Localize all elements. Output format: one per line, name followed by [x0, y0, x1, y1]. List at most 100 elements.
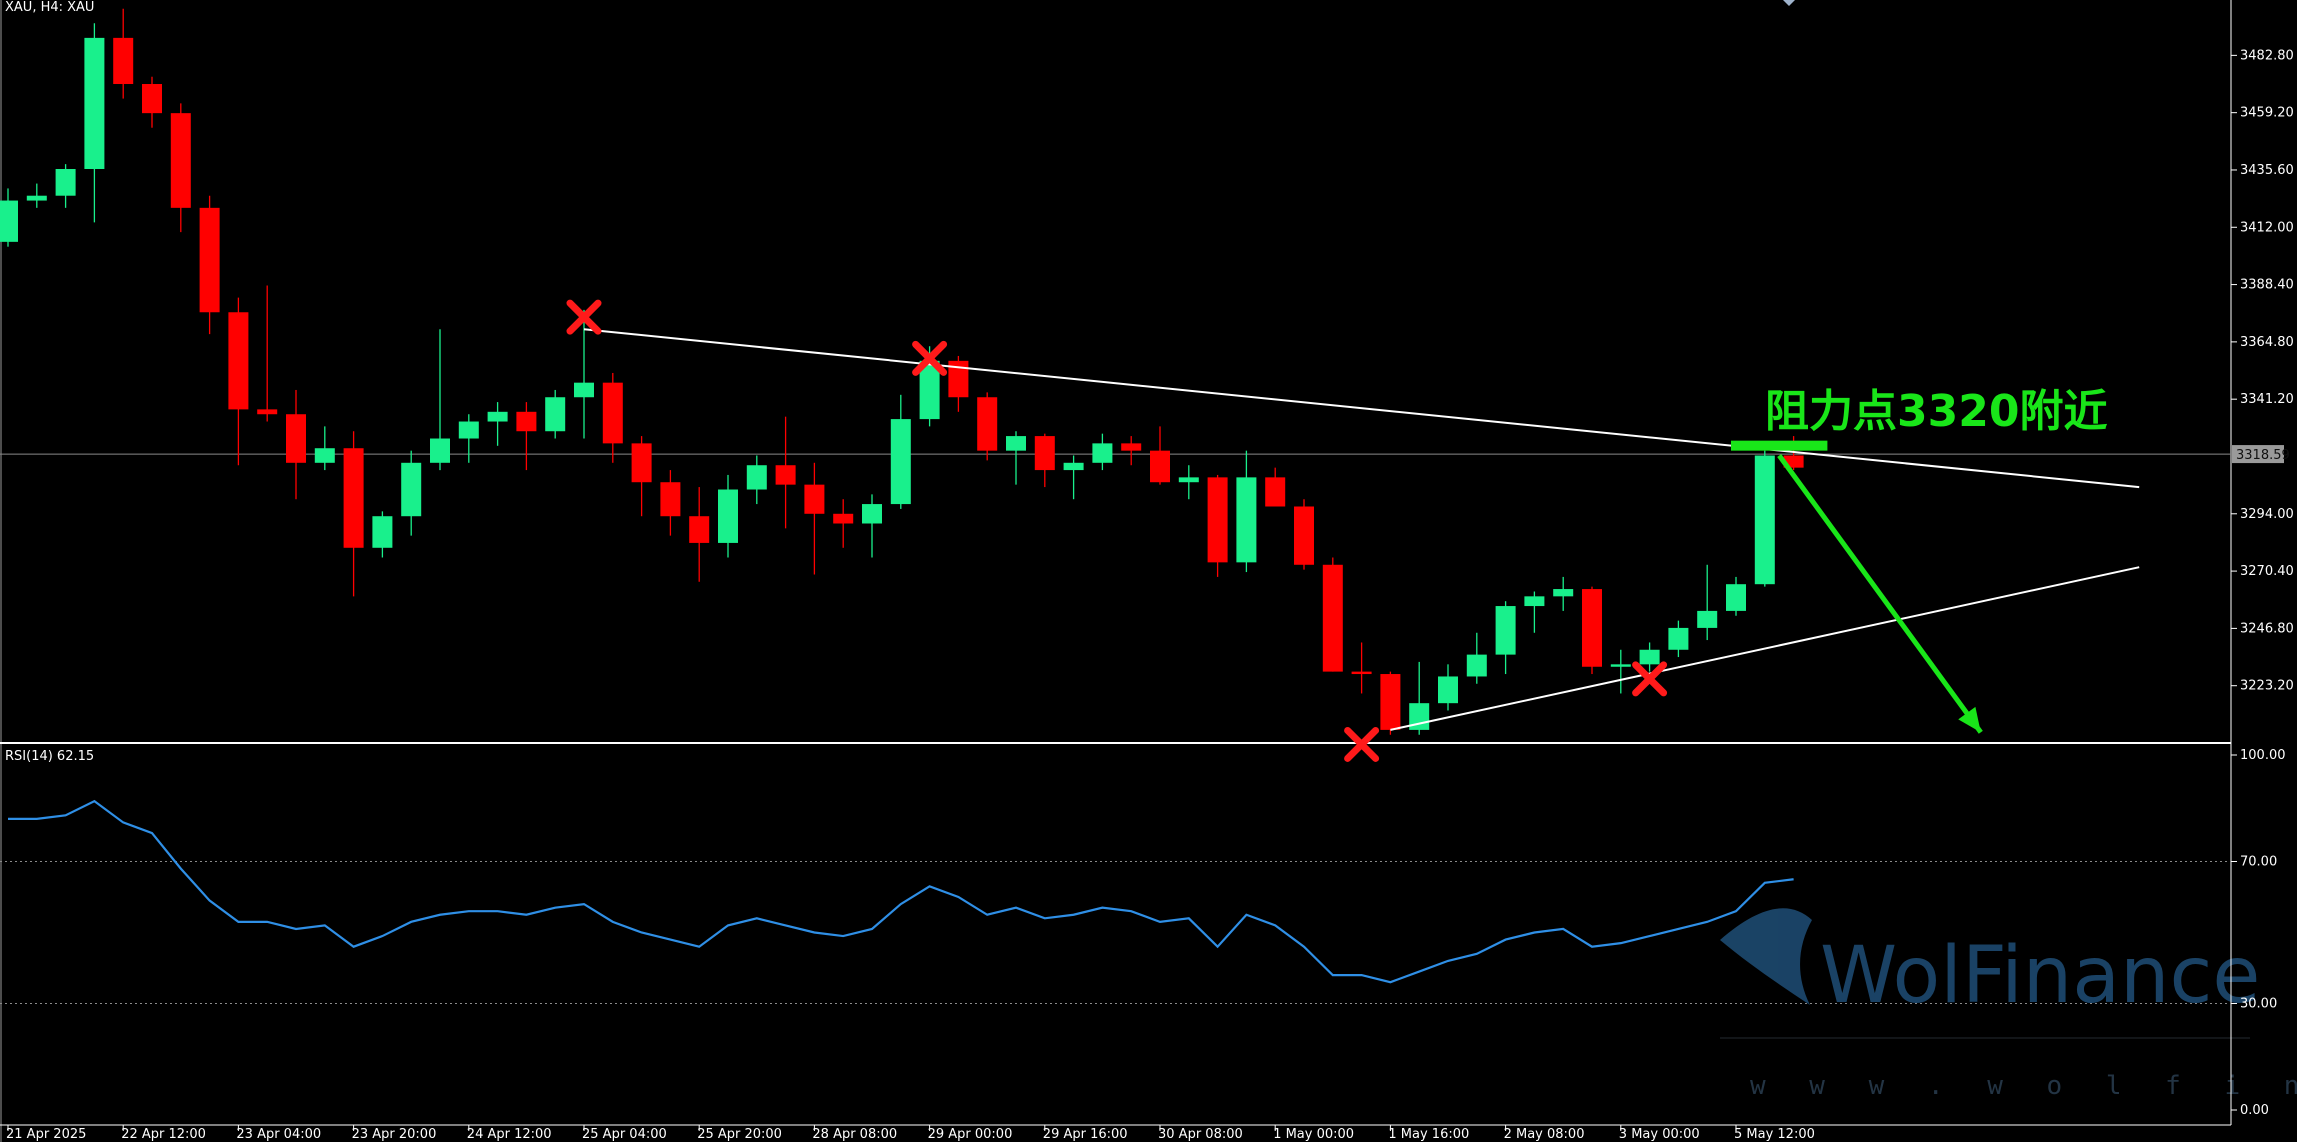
bear-candle [1322, 557, 1343, 672]
rsi-tick-label: 30.00 [2240, 997, 2277, 1012]
x-marker-stroke [1632, 661, 1668, 697]
current-price-box [2232, 445, 2284, 464]
price-tick-label: 3412.00 [2240, 220, 2294, 235]
bear-candle [660, 470, 681, 536]
candle-body [430, 438, 450, 463]
bull-candle [430, 329, 450, 471]
bear-candle [948, 355, 969, 412]
candle-body [257, 409, 278, 415]
candle-body [343, 448, 364, 548]
candle-body [948, 360, 969, 398]
bull-candle [1524, 591, 1545, 633]
trendlines[interactable] [583, 328, 2140, 731]
time-tick-label: 21 Apr 2025 [6, 1127, 86, 1142]
time-tick-label: 22 Apr 12:00 [121, 1127, 206, 1142]
bull-candle [372, 511, 393, 558]
bull-candle [718, 474, 738, 558]
bear-candle [602, 372, 623, 463]
bull-candle [26, 183, 47, 208]
candle-body [1639, 649, 1660, 665]
x-marker-stroke [566, 299, 602, 335]
bull-candle [401, 450, 422, 536]
candle-body [689, 516, 710, 543]
bull-candle [84, 23, 105, 223]
time-tick-label: 1 May 00:00 [1273, 1127, 1354, 1142]
price-tick-label: 3223.20 [2240, 679, 2294, 694]
time-tick-label: 23 Apr 20:00 [352, 1127, 437, 1142]
time-tick-label: 28 Apr 08:00 [812, 1127, 897, 1142]
x-marker-icon [912, 340, 948, 376]
candle-body [1063, 462, 1084, 471]
bull-candle [1639, 642, 1660, 672]
time-tick-label: 24 Apr 12:00 [467, 1127, 552, 1142]
x-marker-icon [1632, 661, 1668, 697]
bear-candle [516, 402, 537, 471]
rsi-label: RSI(14) 62.15 [5, 749, 94, 764]
candle-body [1380, 674, 1401, 730]
symbol-label: XAU, H4: XAU [5, 0, 94, 15]
bear-candle [257, 285, 278, 422]
candle-body [0, 200, 18, 242]
bull-candle [0, 188, 18, 247]
candle-body [1668, 627, 1689, 650]
time-tick-label: 29 Apr 00:00 [928, 1127, 1013, 1142]
time-tick-label: 29 Apr 16:00 [1043, 1127, 1128, 1142]
candle-body [1466, 654, 1487, 677]
bear-candle [1380, 671, 1401, 735]
candle-body [1006, 436, 1026, 451]
time-tick-label: 5 May 12:00 [1734, 1127, 1815, 1142]
projection-arrow [1777, 454, 1983, 734]
bull-candle [746, 455, 767, 505]
candle-body [1178, 477, 1199, 483]
candle-body [458, 421, 479, 439]
candle-body [746, 465, 767, 490]
time-tick-label: 2 May 08:00 [1504, 1127, 1585, 1142]
bull-candle [1668, 620, 1689, 658]
resistance-annotation: 阻力点3320附近 [1765, 386, 2107, 437]
bull-candle [545, 389, 566, 439]
bull-candle [1495, 601, 1516, 675]
bear-candle [199, 195, 220, 335]
time-tick-label: 25 Apr 20:00 [697, 1127, 782, 1142]
candle-body [1092, 443, 1113, 463]
candle-body [977, 397, 998, 451]
bull-candle [487, 402, 508, 446]
bull-candle [55, 164, 76, 208]
bull-candle [574, 309, 594, 439]
bull-candle [1092, 433, 1113, 471]
bear-candle [170, 103, 191, 233]
bull-candle [1236, 450, 1257, 573]
candle-body [1697, 610, 1718, 628]
resistance-bar [1731, 440, 1828, 451]
bear-candle [1121, 436, 1142, 466]
x-marker-stroke [912, 340, 948, 376]
price-axis: 3482.80 3459.20 3435.60 3412.00 3388.40 3364.… [2231, 48, 2294, 694]
candle-body [1236, 477, 1257, 563]
scroll-marker-icon[interactable] [1783, 0, 1795, 6]
bear-candle [833, 499, 854, 548]
candle-body [1438, 676, 1458, 704]
candle-body [286, 414, 306, 463]
watermark-url: w w w . w o l f i n a n c e . c o m [1750, 1071, 2297, 1101]
bull-candle [1006, 431, 1026, 485]
rsi-pane [8, 799, 1794, 984]
arrow-shaft [1777, 454, 1983, 734]
candle-body [314, 448, 335, 463]
candle-body [1294, 506, 1314, 565]
candle-body [1207, 477, 1228, 563]
bear-candle [1265, 467, 1286, 507]
candle-body [631, 443, 652, 483]
candles [0, 8, 1804, 735]
candle-body [26, 195, 47, 201]
candle-body [142, 84, 162, 114]
bull-candle [862, 494, 882, 558]
time-tick-label: 25 Apr 04:00 [582, 1127, 667, 1142]
price-tick-label: 3435.60 [2240, 163, 2294, 178]
rsi-line [8, 799, 1794, 984]
watermark-brand: WolFinance [1820, 931, 2260, 1021]
candle-body [1150, 450, 1170, 483]
candle-body [84, 37, 105, 169]
candle-body [1726, 584, 1746, 611]
candle-body [718, 489, 738, 543]
